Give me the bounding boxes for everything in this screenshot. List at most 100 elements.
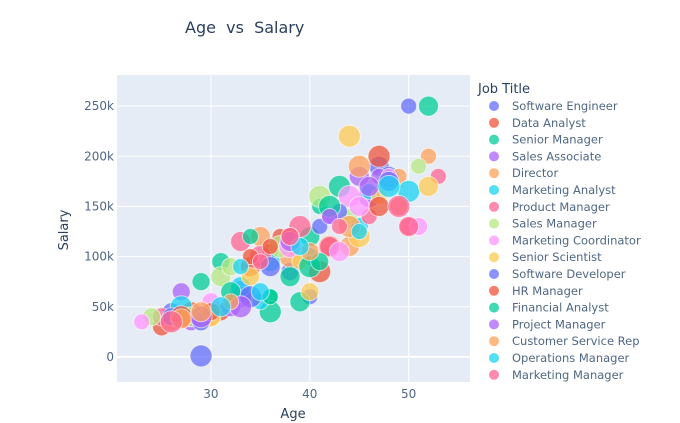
legend-label: Sales Associate: [512, 149, 601, 163]
legend-marker-icon: [489, 302, 499, 313]
data-point[interactable]: [232, 258, 250, 276]
legend-label: Marketing Analyst: [512, 183, 616, 197]
legend-marker-icon: [489, 269, 499, 279]
y-tick-label: 0: [106, 350, 114, 364]
legend-item[interactable]: Senior Manager: [489, 133, 603, 147]
data-point[interactable]: [417, 175, 439, 197]
data-point[interactable]: [348, 195, 370, 217]
y-tick-label: 100k: [84, 250, 114, 264]
data-point[interactable]: [261, 238, 279, 256]
legend-item[interactable]: HR Manager: [489, 284, 583, 298]
data-point[interactable]: [300, 282, 320, 302]
points-layer: [133, 95, 447, 368]
legend-label: Software Developer: [512, 267, 626, 281]
y-tick-label: 150k: [84, 199, 114, 213]
legend-item[interactable]: Marketing Coordinator: [489, 233, 641, 247]
legend-label: Senior Manager: [512, 133, 603, 147]
legend-label: Project Manager: [512, 317, 606, 331]
legend-label: Marketing Manager: [512, 368, 624, 382]
y-tick-label: 200k: [84, 149, 114, 163]
data-point[interactable]: [367, 144, 391, 168]
data-point[interactable]: [387, 194, 411, 218]
data-point[interactable]: [410, 157, 428, 175]
legend-marker-icon: [489, 134, 499, 145]
legend-label: Sales Manager: [512, 217, 597, 231]
data-point[interactable]: [210, 296, 232, 318]
legend-item[interactable]: Director: [489, 166, 558, 180]
legend-marker-icon: [489, 151, 499, 162]
legend-marker-icon: [489, 117, 499, 128]
legend-marker-icon: [489, 235, 499, 246]
legend-label: Customer Service Rep: [512, 334, 640, 348]
data-point[interactable]: [377, 174, 401, 198]
legend-item[interactable]: Data Analyst: [489, 116, 586, 130]
legend-marker-icon: [489, 319, 499, 330]
legend-marker-icon: [489, 353, 499, 363]
legend-label: Marketing Coordinator: [512, 233, 641, 247]
legend-label: Operations Manager: [512, 351, 630, 365]
legend-item[interactable]: Sales Manager: [489, 217, 597, 231]
data-point[interactable]: [279, 266, 301, 288]
data-point[interactable]: [159, 310, 183, 334]
x-tick-label: 30: [203, 387, 218, 401]
legend-label: Senior Scientist: [512, 250, 602, 264]
data-point[interactable]: [337, 124, 361, 148]
data-point[interactable]: [189, 344, 213, 368]
legend-marker-icon: [489, 285, 499, 296]
legend-item[interactable]: Marketing Analyst: [489, 183, 616, 197]
data-point[interactable]: [190, 301, 212, 323]
legend-marker-icon: [489, 168, 499, 179]
chart-title: Age vs Salary: [185, 18, 304, 37]
x-tick-label: 50: [401, 387, 416, 401]
legend-item[interactable]: Software Engineer: [489, 99, 618, 113]
legend-marker-icon: [489, 369, 499, 380]
legend-title: Job Title: [477, 82, 530, 97]
data-point[interactable]: [347, 154, 371, 178]
legend-item[interactable]: Financial Analyst: [489, 301, 609, 315]
data-point[interactable]: [191, 272, 211, 292]
tick-labels: 30 40 50 0 50k 100k 150k 200k 250k: [84, 99, 416, 401]
legend: Job Title Software Engineer Data Analyst S…: [477, 82, 641, 382]
series-marketing-manager: [159, 194, 420, 334]
legend-marker-icon: [489, 252, 499, 263]
series-operations-manager: [210, 174, 401, 318]
legend-item[interactable]: Product Manager: [489, 200, 610, 214]
legend-marker-icon: [489, 185, 499, 195]
data-point[interactable]: [368, 195, 390, 217]
legend-item[interactable]: Senior Scientist: [489, 250, 602, 264]
legend-label: Software Engineer: [512, 99, 618, 113]
data-point[interactable]: [398, 215, 420, 237]
legend-item[interactable]: Operations Manager: [489, 351, 630, 365]
legend-item[interactable]: Customer Service Rep: [489, 334, 640, 348]
legend-marker-icon: [489, 218, 499, 229]
x-axis-title: Age: [280, 407, 305, 422]
data-point[interactable]: [328, 241, 350, 263]
legend-label: Product Manager: [512, 200, 610, 214]
data-point[interactable]: [400, 97, 418, 115]
legend-marker-icon: [489, 336, 499, 347]
y-tick-label: 50k: [92, 300, 114, 314]
data-point[interactable]: [417, 95, 439, 117]
legend-item[interactable]: Project Manager: [489, 317, 606, 331]
data-point[interactable]: [358, 175, 380, 197]
data-point[interactable]: [350, 223, 368, 241]
data-point[interactable]: [251, 253, 269, 271]
legend-item[interactable]: Software Developer: [489, 267, 626, 281]
data-point[interactable]: [241, 228, 259, 246]
x-tick-label: 40: [302, 387, 317, 401]
legend-label: Director: [512, 166, 558, 180]
y-axis-title: Salary: [57, 209, 72, 250]
legend-item[interactable]: Marketing Manager: [489, 368, 624, 382]
y-tick-label: 250k: [84, 99, 114, 113]
data-point[interactable]: [133, 313, 151, 331]
legend-label: HR Manager: [512, 284, 583, 298]
legend-marker-icon: [489, 101, 499, 111]
data-point[interactable]: [250, 282, 270, 302]
legend-label: Data Analyst: [512, 116, 586, 130]
legend-item[interactable]: Sales Associate: [489, 149, 601, 163]
data-point[interactable]: [280, 227, 300, 247]
legend-marker-icon: [489, 201, 499, 212]
data-point[interactable]: [330, 217, 348, 235]
